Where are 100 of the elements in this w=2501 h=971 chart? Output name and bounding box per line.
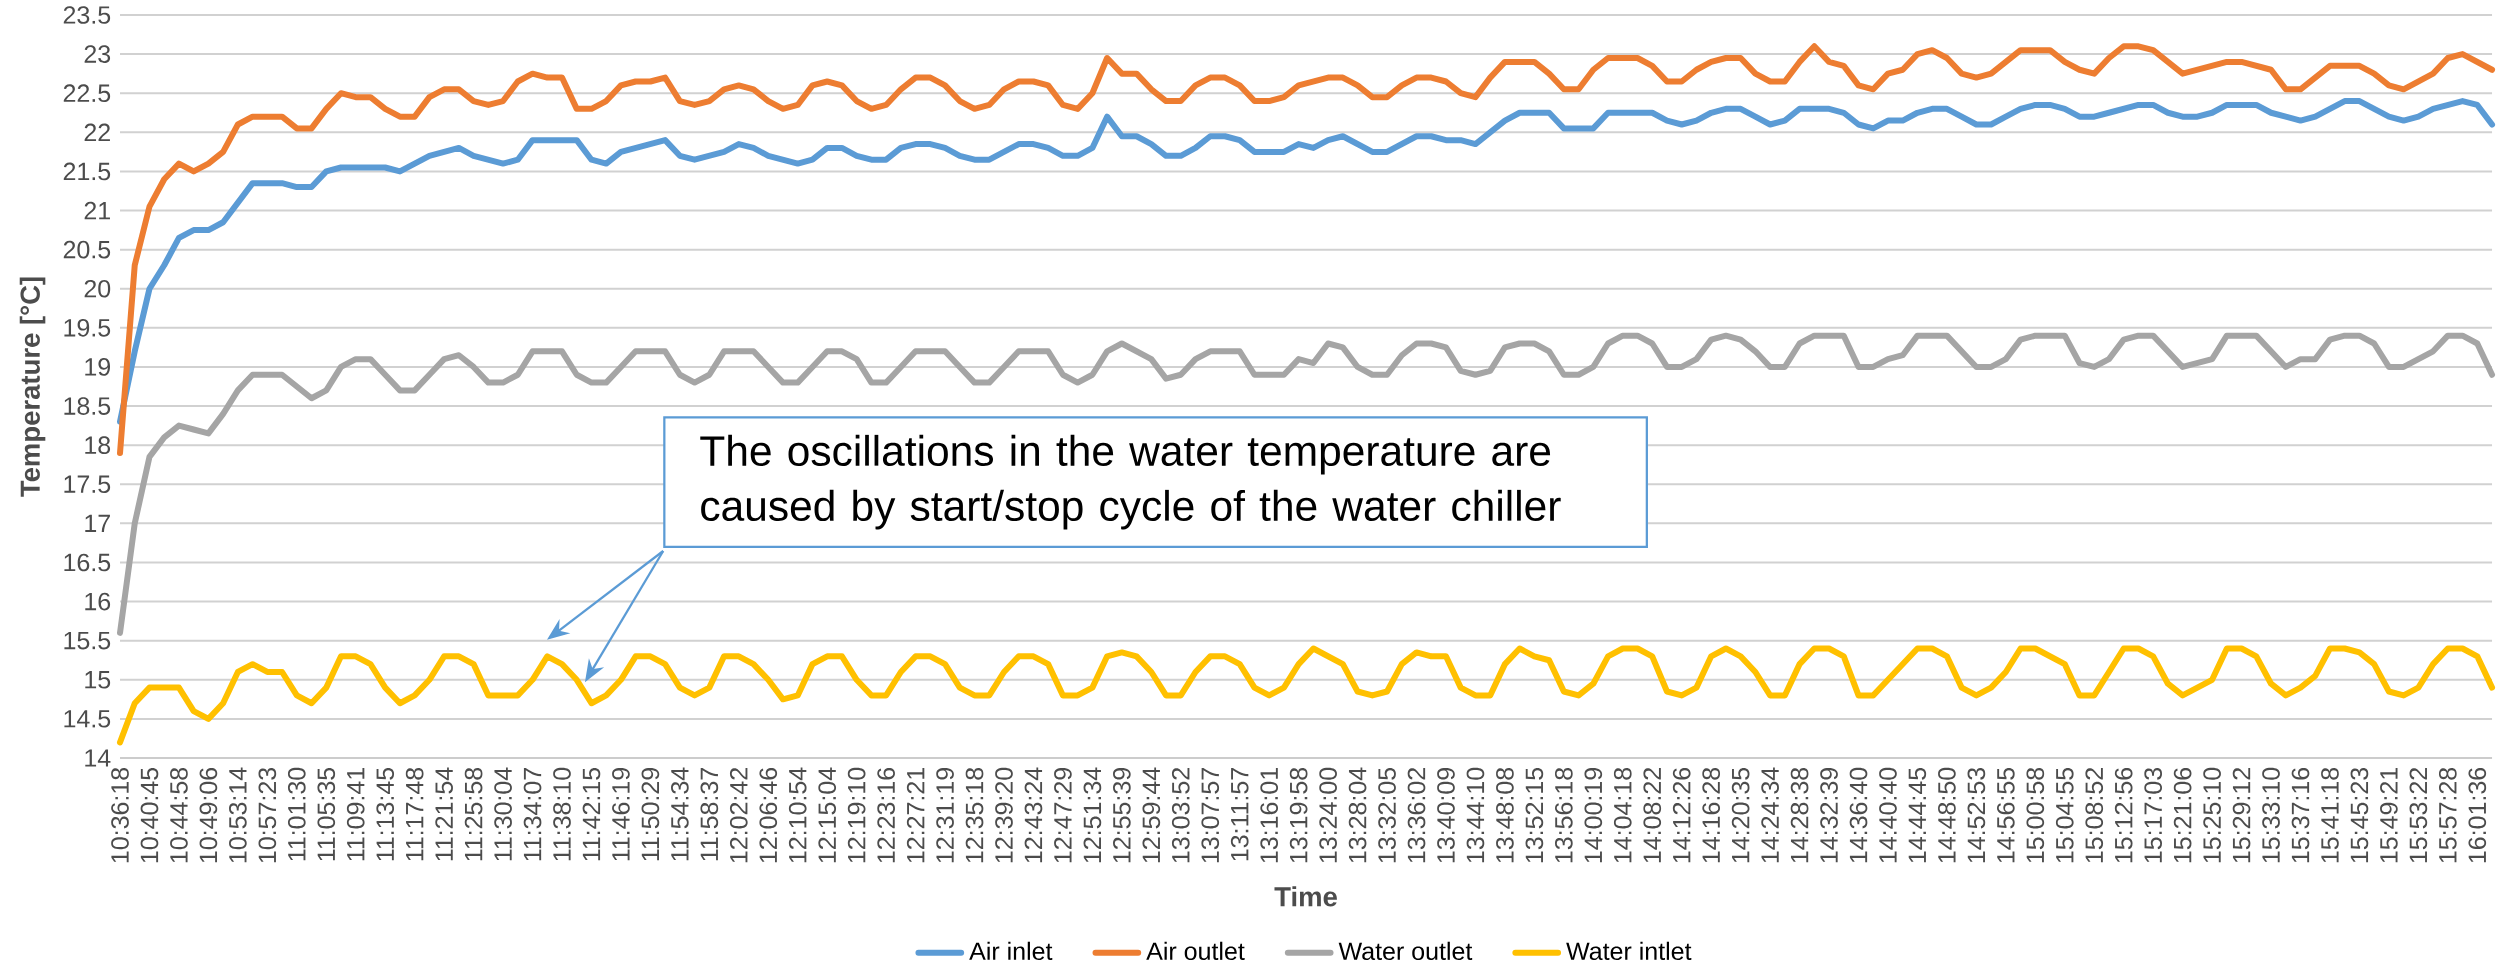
x-tick-label: 10:57:23 [258, 767, 277, 863]
x-tick-label: 14:16:28 [1702, 767, 1721, 863]
x-tick-label: 13:19:58 [1289, 767, 1308, 863]
y-tick-label: 16 [85, 592, 111, 611]
x-tick-label: 12:39:20 [995, 767, 1013, 863]
y-tick-label: 17 [85, 514, 110, 532]
x-tick-label: 10:44:58 [170, 767, 188, 863]
x-tick-label: 11:54:34 [671, 767, 689, 861]
x-tick-label: 12:10:54 [788, 767, 807, 863]
x-tick-label: 12:02:42 [729, 768, 748, 863]
annotation: The oscillations in the water temperature are caused by start/stop cycle of the water chiller [700, 434, 1561, 530]
x-tick-label: 14:28:38 [1790, 767, 1809, 863]
x-tick-label: 13:52:15 [1525, 767, 1544, 863]
x-tick-label: 15:00:58 [2026, 767, 2045, 863]
x-tick-label: 15:29:12 [2232, 768, 2251, 863]
x-tick-label: 15:12:56 [2114, 767, 2133, 863]
y-tick-label: 22 [84, 123, 110, 142]
x-tick-label: 15:49:21 [2380, 768, 2398, 863]
x-tick-label: 15:33:10 [2262, 767, 2280, 863]
x-tick-label: 15:25:10 [2203, 767, 2221, 863]
x-tick-label: 13:24:00 [1319, 767, 1337, 863]
x-tick-label: 12:35:18 [965, 767, 984, 863]
x-axis-title: Time [1274, 886, 1337, 907]
x-tick-label: 14:08:22 [1643, 768, 1662, 863]
x-tick-label: 15:41:18 [2321, 767, 2339, 863]
x-tick-label: 13:07:57 [1201, 768, 1220, 863]
x-tick-label: 15:08:52 [2085, 768, 2104, 863]
y-tick-label: 18.5 [64, 397, 111, 415]
x-tick-label: 14:52:53 [1967, 767, 1986, 863]
x-tick-label: 13:36:02 [1407, 768, 1426, 863]
x-tick-label: 12:31:19 [936, 768, 954, 863]
y-tick-label: 21 [84, 201, 110, 220]
x-tick-label: 13:44:10 [1466, 767, 1485, 863]
legend-label: Air outlet [1146, 941, 1245, 961]
x-tick-label: 11:01:30 [287, 767, 306, 861]
y-tick-label: 15.5 [64, 631, 111, 650]
x-tick-label: 12:23:16 [877, 767, 895, 863]
y-tick-label: 16.5 [64, 553, 111, 572]
x-tick-label: 13:40:09 [1437, 768, 1455, 863]
x-tick-label: 10:49:06 [199, 767, 218, 863]
y-tick-label: 19.5 [64, 319, 111, 337]
x-tick-label: 12:27:21 [906, 768, 925, 863]
x-tick-label: 14:32:39 [1820, 768, 1838, 863]
x-tick-label: 14:12:26 [1672, 767, 1691, 863]
x-tick-label: 14:44:45 [1908, 767, 1927, 863]
x-tick-label: 13:16:01 [1260, 768, 1279, 863]
x-tick-label: 15:17:03 [2144, 767, 2163, 863]
y-tick-label: 14.5 [64, 710, 111, 728]
y-tick-label: 23.5 [63, 6, 111, 24]
x-tick-label: 12:55:39 [1113, 768, 1131, 863]
legend-label: Water outlet [1338, 941, 1473, 961]
y-tick-label: 15 [85, 671, 111, 689]
x-tick-label: 12:59:44 [1142, 767, 1161, 863]
x-tick-label: 13:11:57 [1230, 768, 1249, 861]
x-tick-label: 15:37:16 [2291, 767, 2310, 863]
x-tick-label: 15:45:23 [2350, 767, 2369, 863]
x-tick-label: 15:57:28 [2438, 767, 2457, 863]
x-tick-label: 13:03:52 [1171, 768, 1190, 863]
x-tick-label: 11:17:48 [405, 767, 424, 861]
y-tick-label: 18 [85, 436, 111, 454]
x-tick-label: 11:34:07 [523, 768, 542, 861]
x-tick-label: 10:40:45 [140, 767, 159, 863]
x-tick-label: 14:36:40 [1849, 767, 1868, 863]
x-tick-label: 14:56:55 [1996, 767, 2015, 863]
x-tick-label: 11:38:10 [553, 767, 571, 861]
x-tick-label: 11:05:35 [317, 767, 336, 861]
y-tick-label: 14 [85, 749, 111, 767]
x-tick-label: 11:09:41 [346, 768, 365, 861]
y-tick-label: 20.5 [63, 240, 111, 259]
x-tick-label: 14:00:19 [1584, 768, 1603, 863]
x-tick-label: 11:13:45 [376, 767, 395, 861]
x-tick-label: 11:42:15 [582, 767, 601, 861]
x-tick-label: 12:15:04 [818, 767, 837, 863]
y-axis-title: Temperature [°C] [19, 277, 46, 497]
x-tick-label: 14:40:40 [1879, 767, 1897, 863]
y-tick-label: 21.5 [63, 162, 111, 181]
x-tick-label: 11:58:37 [700, 768, 719, 861]
x-tick-label: 10:36:18 [111, 767, 129, 863]
x-tick-label: 13:48:08 [1496, 767, 1514, 863]
x-tick-label: 14:24:34 [1761, 767, 1779, 863]
x-tick-label: 14:20:35 [1731, 767, 1750, 863]
x-tick-label: 12:06:46 [759, 767, 778, 863]
legend-label: Air inlet [969, 941, 1053, 961]
x-tick-label: 15:21:06 [2173, 767, 2192, 863]
y-tick-label: 19 [85, 358, 111, 376]
x-tick-label: 13:56:18 [1555, 767, 1573, 863]
x-tick-label: 11:46:19 [612, 768, 630, 861]
x-tick-label: 12:47:29 [1054, 768, 1072, 863]
x-tick-label: 11:50:29 [641, 768, 660, 861]
x-tick-label: 11:21:54 [435, 767, 453, 861]
x-tick-label: 12:43:24 [1024, 767, 1043, 863]
y-tick-label: 23 [84, 45, 111, 63]
y-tick-label: 22.5 [63, 84, 111, 103]
x-tick-label: 12:51:34 [1083, 767, 1102, 863]
x-tick-label: 14:48:50 [1938, 767, 1956, 863]
x-tick-label: 15:04:55 [2055, 767, 2074, 863]
x-tick-label: 16:01:36 [2468, 767, 2487, 863]
x-tick-label: 12:19:10 [847, 767, 866, 863]
y-tick-label: 20 [84, 279, 111, 298]
x-tick-label: 13:32:05 [1378, 767, 1396, 863]
